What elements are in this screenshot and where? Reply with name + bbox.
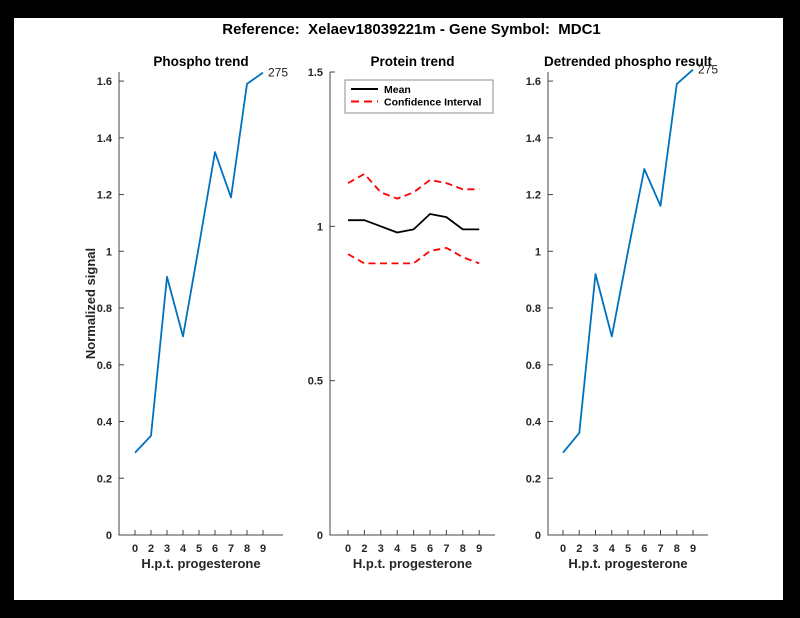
x-axis-tick-label: 3 bbox=[378, 543, 384, 555]
x-axis-label: H.p.t. progesterone bbox=[568, 556, 687, 571]
y-axis-tick-label: 1 bbox=[106, 246, 112, 258]
y-axis-tick-label: 1.4 bbox=[97, 133, 113, 145]
subplot-title: Phospho trend bbox=[153, 54, 248, 69]
x-axis-tick-label: 7 bbox=[443, 543, 449, 555]
x-axis-tick-label: 2 bbox=[576, 543, 582, 555]
x-axis-tick-label: 8 bbox=[244, 543, 250, 555]
x-axis-tick-label: 5 bbox=[411, 543, 417, 555]
x-axis-tick-label: 8 bbox=[674, 543, 680, 555]
annotation-275: 275 bbox=[698, 63, 718, 77]
x-axis-tick-label: 4 bbox=[180, 543, 187, 555]
x-axis-tick-label: 9 bbox=[260, 543, 266, 555]
x-axis-tick-label: 3 bbox=[164, 543, 170, 555]
figure-title: Reference: Xelaev18039221m - Gene Symbol… bbox=[222, 21, 601, 38]
x-axis-tick-label: 8 bbox=[460, 543, 466, 555]
x-axis-tick-label: 0 bbox=[345, 543, 351, 555]
y-axis-tick-label: 1.6 bbox=[526, 76, 541, 88]
y-axis-tick-label: 1.6 bbox=[97, 76, 112, 88]
x-axis-tick-label: 6 bbox=[427, 543, 433, 555]
x-axis-tick-label: 5 bbox=[196, 543, 202, 555]
y-axis-tick-label: 0.2 bbox=[97, 473, 112, 485]
y-axis-tick-label: 0.2 bbox=[526, 473, 541, 485]
y-axis-tick-label: 1.2 bbox=[526, 190, 541, 202]
y-axis-tick-label: 1.4 bbox=[526, 133, 542, 145]
x-axis-tick-label: 9 bbox=[690, 543, 696, 555]
x-axis-tick-label: 9 bbox=[476, 543, 482, 555]
figure-canvas: Reference: Xelaev18039221m - Gene Symbol… bbox=[14, 18, 783, 600]
phospho-trend-chart: 00.20.40.60.811.21.41.60 2 3 4 5 6 7 8 9Phospho … bbox=[83, 54, 288, 571]
y-axis-tick-label: 1.2 bbox=[97, 190, 112, 202]
x-axis-tick-label: 0 bbox=[132, 543, 138, 555]
y-axis-tick-label: 1 bbox=[535, 246, 541, 258]
x-axis-tick-label: 7 bbox=[657, 543, 663, 555]
x-axis-tick-label: 6 bbox=[212, 543, 218, 555]
legend-box bbox=[344, 79, 494, 114]
y-axis-tick-label: 1.5 bbox=[308, 67, 323, 79]
y-axis-tick-label: 0 bbox=[317, 530, 323, 542]
legend-label: Mean bbox=[384, 84, 411, 96]
y-axis-tick-label: 0.8 bbox=[97, 303, 112, 315]
x-axis-tick-label: 0 bbox=[560, 543, 566, 555]
x-axis-label: H.p.t. progesterone bbox=[141, 556, 260, 571]
confidence-upper-line bbox=[347, 172, 480, 200]
y-axis-tick-label: 0.6 bbox=[526, 360, 541, 372]
y-axis-tick-label: 0.4 bbox=[97, 417, 113, 429]
x-axis-tick-label: 6 bbox=[641, 543, 647, 555]
x-axis-tick-label: 4 bbox=[609, 543, 616, 555]
x-axis-label: H.p.t. progesterone bbox=[353, 556, 472, 571]
x-axis-tick-label: 3 bbox=[592, 543, 598, 555]
subplot-title: Detrended phospho result bbox=[544, 54, 713, 69]
y-axis-tick-label: 1 bbox=[317, 221, 323, 233]
x-axis-tick-label: 5 bbox=[625, 543, 631, 555]
y-axis-tick-label: 0.8 bbox=[526, 303, 541, 315]
detrended-phospho-chart: 00.20.40.60.811.21.41.60 2 3 4 5 6 7 8 9Detrende… bbox=[526, 54, 719, 571]
x-axis-tick-label: 2 bbox=[148, 543, 154, 555]
legend-label: Confidence Interval bbox=[384, 97, 482, 109]
y-axis-tick-label: 0.6 bbox=[97, 360, 112, 372]
mean-line bbox=[348, 213, 480, 234]
detrended-phospho-signal-line bbox=[562, 69, 694, 454]
x-axis-tick-label: 7 bbox=[228, 543, 234, 555]
confidence-lower-line bbox=[347, 246, 480, 265]
y-axis-tick-label: 0 bbox=[535, 530, 541, 542]
y-axis-tick-label: 0 bbox=[106, 530, 112, 542]
annotation-275: 275 bbox=[268, 66, 288, 80]
x-axis-tick-label: 4 bbox=[394, 543, 401, 555]
y-axis-label: Normalized signal bbox=[83, 248, 98, 359]
x-axis-tick-label: 2 bbox=[361, 543, 367, 555]
y-axis-tick-label: 0.4 bbox=[526, 417, 542, 429]
subplot-title: Protein trend bbox=[370, 54, 454, 69]
y-axis-tick-label: 0.5 bbox=[308, 376, 323, 388]
phospho-signal-line bbox=[134, 71, 264, 454]
